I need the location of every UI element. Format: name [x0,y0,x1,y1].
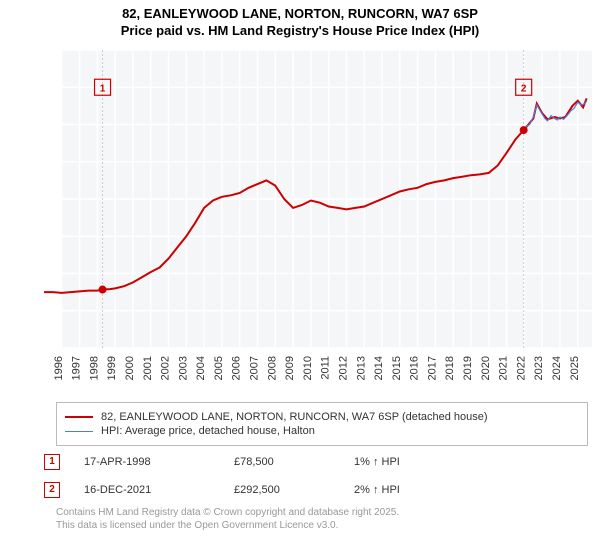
svg-text:1995: 1995 [44,356,47,380]
svg-text:1998: 1998 [88,356,100,380]
chart-svg: £0£50K£100K£150K£200K£250K£300K£350K£400… [44,46,592,396]
svg-text:2019: 2019 [462,356,474,380]
svg-text:2009: 2009 [284,356,296,380]
transaction-row: 1 17-APR-1998£78,5001% ↑ HPI [40,448,588,476]
svg-text:2020: 2020 [480,356,492,380]
svg-text:2005: 2005 [213,356,225,380]
svg-text:2025: 2025 [569,356,581,380]
svg-text:2013: 2013 [355,356,367,380]
transaction-price: £292,500 [230,476,350,504]
svg-text:2007: 2007 [249,356,261,380]
title-subtitle: Price paid vs. HM Land Registry's House … [0,23,600,40]
svg-text:1999: 1999 [106,356,118,380]
legend: 82, EANLEYWOOD LANE, NORTON, RUNCORN, WA… [56,402,588,446]
legend-label: 82, EANLEYWOOD LANE, NORTON, RUNCORN, WA… [101,411,488,423]
svg-text:2004: 2004 [195,356,207,380]
title-address: 82, EANLEYWOOD LANE, NORTON, RUNCORN, WA… [0,6,600,23]
svg-text:2: 2 [521,83,527,94]
copyright-line1: Contains HM Land Registry data © Crown c… [56,506,588,519]
svg-text:2000: 2000 [124,356,136,380]
legend-swatch [65,431,93,432]
transaction-date: 17-APR-1998 [80,448,230,476]
svg-text:2018: 2018 [444,356,456,380]
svg-text:2024: 2024 [551,356,563,380]
transactions-table: 1 17-APR-1998£78,5001% ↑ HPI 2 16-DEC-2021£… [40,448,588,504]
svg-text:2014: 2014 [373,356,385,380]
svg-text:2022: 2022 [515,356,527,380]
legend-item: 82, EANLEYWOOD LANE, NORTON, RUNCORN, WA… [65,411,579,423]
transaction-diff: 1% ↑ HPI [350,448,588,476]
transaction-price: £78,500 [230,448,350,476]
svg-text:2023: 2023 [533,356,545,380]
svg-text:2015: 2015 [391,356,403,380]
svg-text:2021: 2021 [498,356,510,380]
svg-text:1: 1 [100,83,106,94]
transaction-row: 2 16-DEC-2021£292,5002% ↑ HPI [40,476,588,504]
legend-item: HPI: Average price, detached house, Halt… [65,425,579,437]
copyright-line2: This data is licensed under the Open Gov… [56,519,588,532]
chart-container: 82, EANLEYWOOD LANE, NORTON, RUNCORN, WA… [0,0,600,560]
svg-text:2010: 2010 [302,356,314,380]
transaction-marker-id: 1 [44,454,60,470]
svg-text:1996: 1996 [53,356,65,380]
title-block: 82, EANLEYWOOD LANE, NORTON, RUNCORN, WA… [0,0,600,40]
svg-text:2012: 2012 [337,356,349,380]
transaction-marker-id: 2 [44,482,60,498]
transaction-diff: 2% ↑ HPI [350,476,588,504]
transaction-date: 16-DEC-2021 [80,476,230,504]
legend-label: HPI: Average price, detached house, Halt… [101,425,315,437]
svg-text:1997: 1997 [71,356,83,380]
svg-text:2008: 2008 [266,356,278,380]
svg-text:2003: 2003 [177,356,189,380]
svg-text:2006: 2006 [231,356,243,380]
svg-text:2002: 2002 [160,356,172,380]
svg-text:2001: 2001 [142,356,154,380]
svg-text:2011: 2011 [320,356,332,380]
copyright: Contains HM Land Registry data © Crown c… [56,506,588,532]
svg-text:2016: 2016 [409,356,421,380]
legend-swatch [65,416,93,418]
svg-text:2017: 2017 [426,356,438,380]
